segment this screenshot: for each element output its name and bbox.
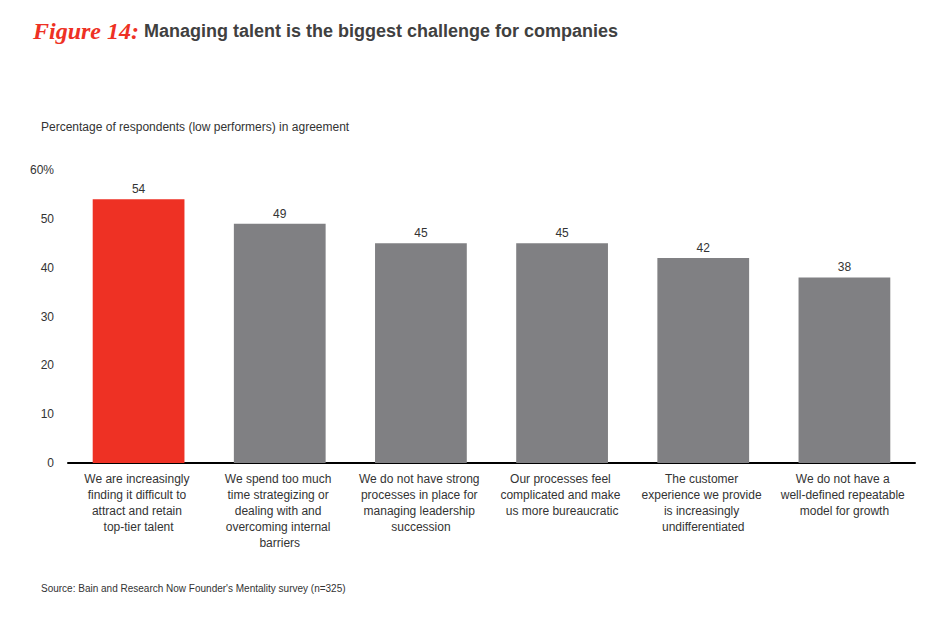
svg-text:undifferentiated: undifferentiated xyxy=(662,520,745,534)
svg-text:attract and retain: attract and retain xyxy=(92,504,185,518)
svg-text:Figure 14:: Figure 14: xyxy=(32,18,139,44)
svg-text:30: 30 xyxy=(41,310,55,324)
svg-text:model for growth: model for growth xyxy=(800,504,889,518)
svg-text:50: 50 xyxy=(41,212,55,226)
svg-text:The customer: The customer xyxy=(665,472,742,486)
svg-text:processes in place for: processes in place for xyxy=(361,488,481,502)
svg-text:10: 10 xyxy=(41,407,55,421)
svg-text:Source: Bain and Research Now: Source: Bain and Research Now Founder's … xyxy=(41,583,346,594)
svg-text:38: 38 xyxy=(838,260,852,274)
svg-text:45: 45 xyxy=(414,226,428,240)
svg-text:20: 20 xyxy=(41,358,55,372)
svg-text:0: 0 xyxy=(47,456,54,470)
svg-text:Percentage of respondents (low: Percentage of respondents (low performer… xyxy=(41,120,350,134)
svg-text:We are increasingly: We are increasingly xyxy=(84,472,193,486)
svg-text:experience we provide: experience we provide xyxy=(642,488,765,502)
svg-text:well-defined repeatable: well-defined repeatable xyxy=(780,488,908,502)
svg-text:dealing with and: dealing with and xyxy=(235,504,325,518)
svg-text:succession: succession xyxy=(391,520,450,534)
svg-text:We do not have strong: We do not have strong xyxy=(359,472,483,486)
svg-text:54: 54 xyxy=(132,182,146,196)
svg-text:overcoming internal: overcoming internal xyxy=(226,520,334,534)
svg-text:40: 40 xyxy=(41,261,55,275)
svg-text:is increasingly: is increasingly xyxy=(664,504,743,518)
svg-text:time strategizing or: time strategizing or xyxy=(227,488,332,502)
svg-text:49: 49 xyxy=(273,207,287,221)
svg-text:barriers: barriers xyxy=(259,536,300,550)
svg-text:Our processes feel: Our processes feel xyxy=(510,472,614,486)
svg-text:We do not have a: We do not have a xyxy=(796,472,893,486)
svg-text:We spend too much: We spend too much xyxy=(225,472,335,486)
svg-text:us more bureaucratic: us more bureaucratic xyxy=(506,504,619,518)
svg-text:42: 42 xyxy=(697,241,711,255)
svg-text:45: 45 xyxy=(555,226,569,240)
svg-text:top-tier talent: top-tier talent xyxy=(104,520,175,534)
svg-text:Managing talent is the biggest: Managing talent is the biggest challenge… xyxy=(139,21,618,41)
svg-text:managing leadership: managing leadership xyxy=(364,504,479,518)
svg-text:60%: 60% xyxy=(30,163,54,177)
svg-text:finding it difficult to: finding it difficult to xyxy=(88,488,190,502)
svg-text:complicated and make: complicated and make xyxy=(500,488,623,502)
